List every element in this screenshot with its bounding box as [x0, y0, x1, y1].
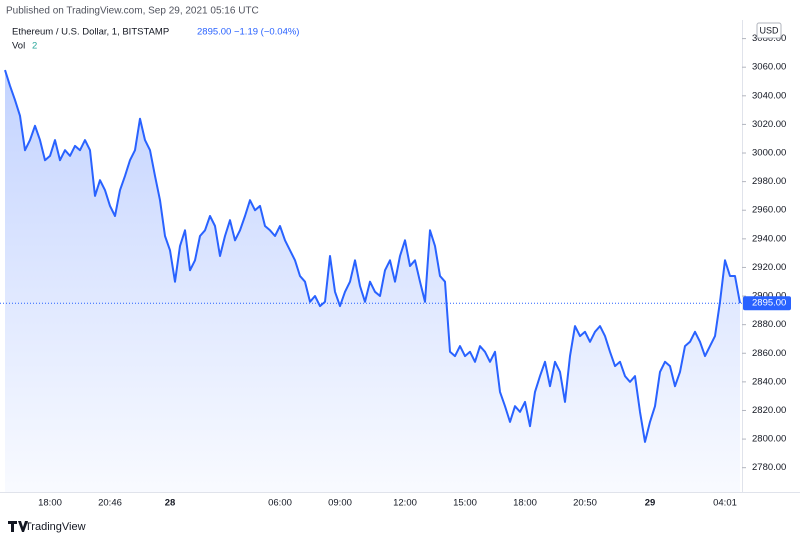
x-tick-label: 12:00: [393, 498, 417, 509]
y-tick-label: 2900.00: [752, 291, 786, 302]
logo: [8, 521, 28, 532]
area-fill: [5, 70, 740, 492]
currency-box[interactable]: [756, 22, 782, 39]
x-tick-label: 29: [645, 498, 656, 509]
x-tick-label: 06:00: [268, 498, 292, 509]
symbol: Ethereum / U.S. Dollar, 1, BITSTAMP: [12, 27, 169, 38]
x-tick-label: 09:00: [328, 498, 352, 509]
y-tick-label: 3000.00: [752, 148, 786, 159]
x-tick-label: 28: [165, 498, 176, 509]
x-tick-label: 20:46: [98, 498, 122, 509]
y-tick-label: 3080.00: [752, 33, 786, 44]
footer: TradingView: [25, 521, 86, 533]
y-tick-label: 2940.00: [752, 233, 786, 244]
x-tick-label: 20:50: [573, 498, 597, 509]
y-tick-label: 3020.00: [752, 119, 786, 130]
y-tick-label: 2880.00: [752, 319, 786, 330]
y-tick-label: 2780.00: [752, 462, 786, 473]
header: Published on TradingView.com, Sep 29, 20…: [6, 6, 259, 17]
y-tick-label: 2800.00: [752, 434, 786, 445]
y-tick-label: 2920.00: [752, 262, 786, 273]
y-tick-label: 2980.00: [752, 176, 786, 187]
x-tick-label: 15:00: [453, 498, 477, 509]
volume-label: Vol: [12, 41, 25, 52]
y-tick-label: 3060.00: [752, 62, 786, 73]
currency[interactable]: USD: [759, 25, 779, 35]
y-tick-label: 2860.00: [752, 348, 786, 359]
x-tick-label: 18:00: [513, 498, 537, 509]
y-tick-label: 2820.00: [752, 405, 786, 416]
quote: 2895.00 −1.19 (−0.04%): [197, 27, 299, 38]
y-tick-label: 2960.00: [752, 205, 786, 216]
last-price-box: [743, 296, 791, 311]
x-tick-label: 04:01: [713, 498, 737, 509]
price-line: [4, 69, 741, 443]
y-tick-label: 2840.00: [752, 376, 786, 387]
x-tick-label: 18:00: [38, 498, 62, 509]
y-tick-label: 3040.00: [752, 90, 786, 101]
volume-length: 2: [32, 41, 37, 52]
last-price-label: 2895.00: [752, 298, 786, 309]
